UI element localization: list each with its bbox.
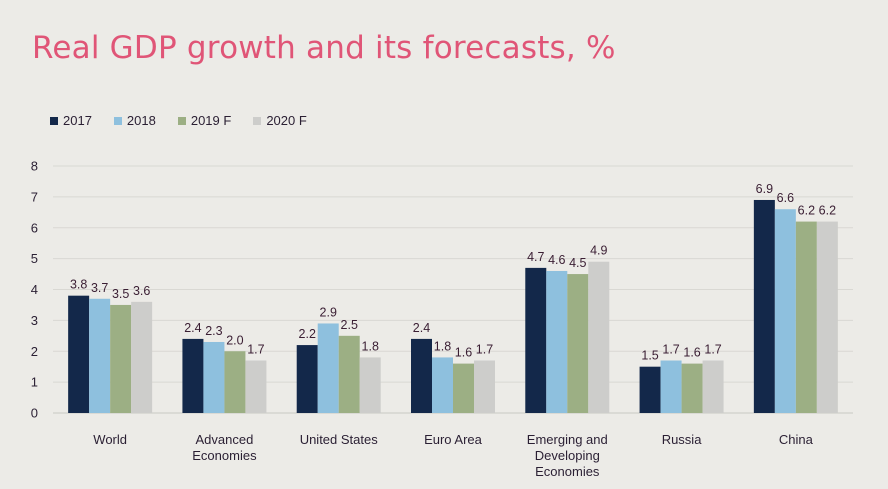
- bar: [453, 363, 474, 413]
- legend-swatch-2017: [50, 116, 58, 125]
- x-category-label: Economies: [535, 464, 600, 479]
- bar: [432, 357, 453, 413]
- data-label: 2.4: [413, 321, 430, 335]
- data-label: 1.7: [704, 343, 721, 357]
- bar: [702, 360, 724, 413]
- legend-swatch-2019f: [177, 116, 186, 125]
- bar: [245, 360, 267, 413]
- data-label: 4.9: [590, 244, 607, 258]
- data-label: 1.7: [662, 343, 679, 357]
- data-label: 2.4: [184, 321, 201, 335]
- data-label: 1.8: [434, 339, 451, 353]
- bar: [296, 345, 318, 413]
- bar: [317, 323, 339, 413]
- x-category-label: Euro Area: [424, 432, 483, 447]
- legend-swatch-2018: [113, 116, 122, 125]
- data-label: 3.8: [70, 278, 87, 292]
- legend-label-2020f: 2020 F: [266, 113, 307, 128]
- bar: [795, 221, 817, 413]
- legend-swatch-2020f: [253, 116, 262, 125]
- y-tick-label: 0: [31, 406, 38, 421]
- y-tick-label: 3: [31, 313, 38, 328]
- x-category-label: Emerging and: [527, 432, 608, 447]
- bar: [359, 357, 381, 413]
- data-label: 1.8: [362, 339, 379, 353]
- data-label: 3.6: [133, 284, 150, 298]
- bar: [182, 338, 204, 413]
- data-label: 1.7: [476, 343, 493, 357]
- data-label: 4.6: [548, 253, 565, 267]
- y-tick-label: 6: [31, 220, 38, 235]
- bar: [774, 209, 796, 413]
- data-label: 6.2: [819, 204, 836, 218]
- data-label: 1.6: [455, 346, 472, 360]
- bar: [203, 341, 225, 413]
- bar: [816, 221, 838, 413]
- bar: [660, 360, 682, 413]
- bar: [131, 301, 153, 413]
- y-tick-label: 5: [31, 251, 38, 266]
- legend-item-2019f: 2019 F: [177, 113, 232, 128]
- legend-item-2018: 2018: [113, 113, 156, 128]
- legend-label-2017: 2017: [63, 113, 92, 128]
- x-category-label: China: [779, 432, 814, 447]
- x-category-label: World: [93, 432, 127, 447]
- data-label: 6.6: [777, 191, 794, 205]
- bar: [639, 366, 661, 413]
- bar: [68, 295, 90, 413]
- data-label: 2.2: [299, 327, 316, 341]
- chart-title: Real GDP growth and its forecasts, %: [32, 30, 616, 66]
- legend-label-2019f: 2019 F: [190, 113, 232, 128]
- bar: [474, 360, 495, 413]
- y-tick-label: 7: [31, 189, 38, 204]
- legend-item-2017: 2017: [50, 113, 92, 128]
- y-tick-label: 2: [31, 344, 38, 359]
- x-category-label: United States: [300, 432, 379, 447]
- bar: [681, 363, 703, 413]
- bar: [411, 338, 432, 413]
- bar: [224, 351, 246, 413]
- data-label: 2.0: [226, 333, 243, 347]
- y-tick-label: 1: [31, 375, 38, 390]
- bar: [89, 298, 111, 413]
- bar: [110, 304, 132, 413]
- x-category-label: Russia: [662, 432, 703, 447]
- data-label: 2.9: [320, 305, 337, 319]
- bar: [567, 274, 589, 413]
- bar: [338, 335, 360, 413]
- data-label: 2.3: [205, 324, 222, 338]
- y-tick-label: 4: [31, 282, 38, 297]
- data-label: 3.5: [112, 287, 129, 301]
- bar: [588, 261, 610, 413]
- bar: [525, 267, 547, 413]
- data-label: 6.9: [756, 182, 773, 196]
- bar: [546, 270, 568, 413]
- data-label: 1.6: [683, 346, 700, 360]
- chart-legend: 2017 2018 2019 F 2020 F: [50, 113, 307, 128]
- data-label: 4.7: [527, 250, 544, 264]
- data-label: 1.5: [641, 349, 658, 363]
- legend-label-2018: 2018: [126, 113, 156, 128]
- bar: [753, 199, 775, 413]
- data-label: 4.5: [569, 256, 586, 270]
- y-tick-label: 8: [31, 159, 38, 174]
- data-label: 2.5: [341, 318, 358, 332]
- x-category-label: Economies: [192, 448, 257, 463]
- legend-item-2020f: 2020 F: [253, 113, 307, 128]
- data-label: 1.7: [247, 343, 264, 357]
- data-label: 6.2: [798, 204, 815, 218]
- x-category-label: Advanced: [196, 432, 254, 447]
- x-category-label: Developing: [535, 448, 600, 463]
- data-label: 3.7: [91, 281, 108, 295]
